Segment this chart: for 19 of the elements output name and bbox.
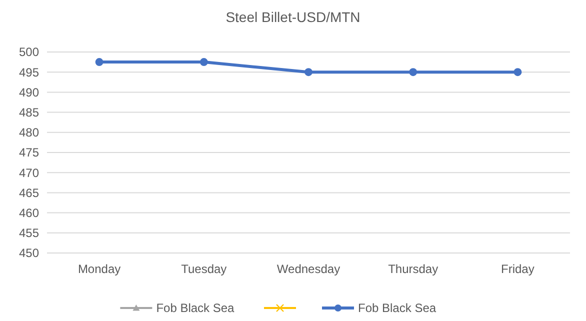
y-tick-label: 460 <box>18 206 40 220</box>
x-tick-label: Monday <box>78 262 121 276</box>
y-tick-label: 450 <box>18 246 40 260</box>
y-tick-label: 470 <box>18 166 40 180</box>
x-tick-label: Friday <box>501 262 534 276</box>
y-tick-label: 500 <box>18 45 40 60</box>
y-tick-label: 490 <box>18 85 40 100</box>
chart-title: Steel Billet-USD/MTN <box>226 9 360 25</box>
y-tick-label: 455 <box>18 226 40 240</box>
x-tick-label: Thursday <box>388 262 438 276</box>
y-tick-label: 485 <box>18 106 40 120</box>
legend-label: Fob Black Sea <box>156 301 235 316</box>
x-tick-label: Tuesday <box>181 262 227 276</box>
y-tick-label: 495 <box>18 65 40 80</box>
legend-label: Fob Black Sea <box>358 301 436 316</box>
x-tick-label: Wednesday <box>276 262 340 276</box>
y-tick-label: 475 <box>18 146 40 160</box>
y-tick-label: 465 <box>18 186 40 200</box>
y-tick-label: 480 <box>18 126 40 140</box>
